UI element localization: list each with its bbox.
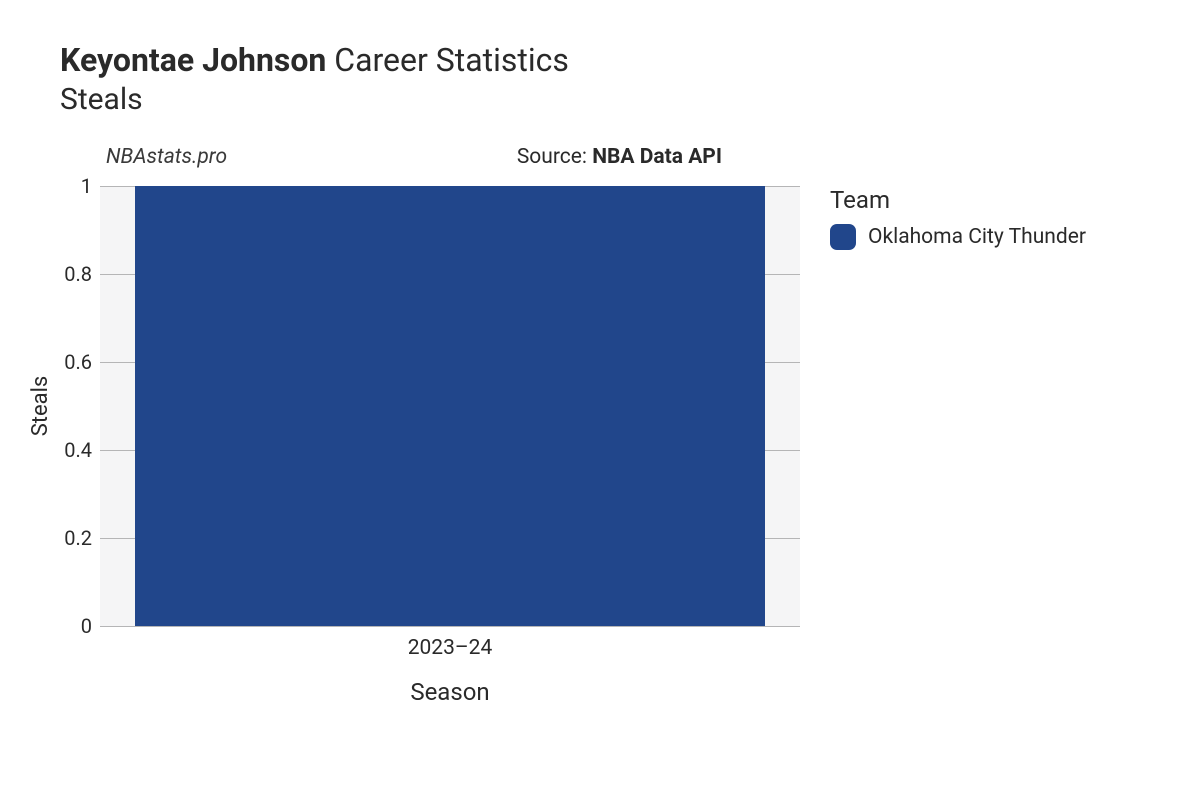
legend: Team Oklahoma City Thunder (830, 186, 1086, 250)
y-tick-label: 0.2 (46, 526, 92, 550)
legend-title: Team (830, 186, 1086, 214)
x-axis-label: Season (410, 678, 489, 706)
source-name: NBA Data API (592, 145, 722, 169)
y-tick-label: 0 (46, 614, 92, 638)
legend-item: Oklahoma City Thunder (830, 224, 1086, 250)
y-tick-label: 0.4 (46, 438, 92, 462)
chart-title: Keyontae Johnson Career Statistics (60, 40, 1160, 80)
plot-area (100, 186, 800, 626)
bar (135, 186, 765, 626)
source-prefix: Source: (517, 145, 592, 169)
grid-line (100, 626, 800, 627)
source-text: Source: NBA Data API (517, 145, 722, 169)
y-tick-label: 0.6 (46, 350, 92, 374)
x-tick-label: 2023–24 (408, 636, 493, 660)
chart-subtitle: Steals (60, 82, 1160, 117)
player-name: Keyontae Johnson (60, 41, 326, 79)
y-axis-label: Steals (28, 376, 53, 437)
legend-label: Oklahoma City Thunder (868, 225, 1086, 249)
y-tick-label: 1 (46, 174, 92, 198)
y-tick-label: 0.8 (46, 262, 92, 286)
plot-area-wrap: Steals Season 00.20.40.60.812023–24 (100, 186, 800, 626)
title-suffix: Career Statistics (326, 41, 569, 79)
legend-swatch (830, 224, 856, 250)
annotation-row: NBAstats.pro Source: NBA Data API (60, 145, 1160, 173)
chart-container: Keyontae Johnson Career Statistics Steal… (0, 0, 1200, 800)
site-watermark: NBAstats.pro (106, 145, 227, 169)
